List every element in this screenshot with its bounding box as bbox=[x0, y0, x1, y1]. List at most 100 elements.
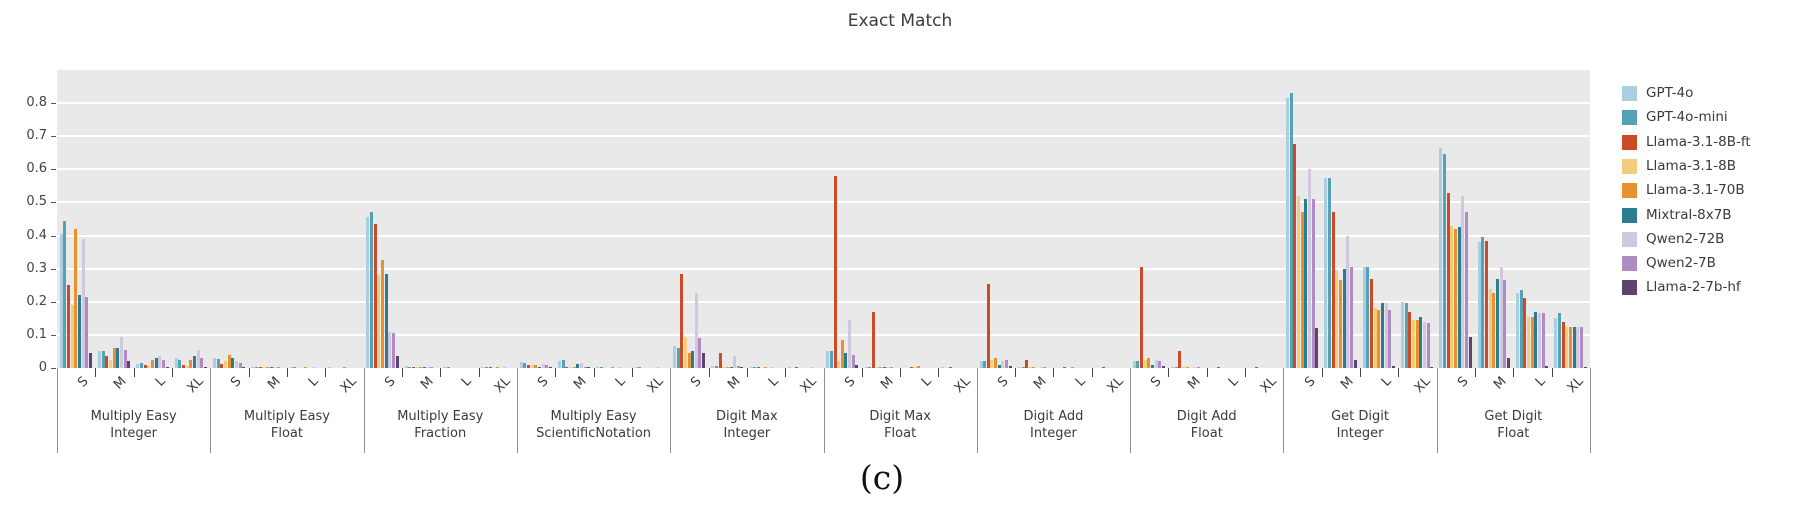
bar-Llama-3.1-8B bbox=[109, 360, 112, 368]
bar-GPT-4o-mini bbox=[1174, 367, 1178, 368]
bar-Llama-3.1-8B-ft bbox=[910, 367, 914, 368]
bar-Qwen2-72B bbox=[1499, 267, 1503, 368]
bar-Llama-3.1-8B-ft bbox=[1331, 212, 1335, 368]
bar-GPT-4o bbox=[328, 367, 331, 368]
bar-Llama-2-7b-hf bbox=[1162, 366, 1166, 368]
bar-Mixtral-8x7B bbox=[844, 353, 848, 368]
bar-Llama-3.1-8B-ft bbox=[373, 224, 377, 368]
bar-Llama-3.1-70B bbox=[879, 367, 883, 368]
bar-Qwen2-7B bbox=[1464, 212, 1468, 368]
bar-Mixtral-8x7B bbox=[576, 364, 580, 368]
x-size-label: L bbox=[612, 374, 629, 390]
x-size-label: M bbox=[418, 374, 437, 393]
group-separator bbox=[210, 368, 212, 453]
x-minor-tick bbox=[1206, 368, 1208, 377]
x-minor-tick bbox=[95, 368, 97, 377]
x-size-label: M bbox=[571, 374, 590, 393]
bar-Llama-3.1-70B bbox=[419, 367, 423, 368]
bar-Qwen2-72B bbox=[579, 363, 583, 368]
bar-Llama-2-7b-hf bbox=[740, 367, 744, 368]
x-size-label: S bbox=[995, 374, 1012, 391]
group-label: Multiply Easy ScientificNotation bbox=[536, 408, 651, 442]
x-size-label: XL bbox=[1104, 374, 1127, 397]
legend-label: GPT-4o bbox=[1646, 85, 1694, 101]
x-size-label: S bbox=[381, 374, 399, 391]
bar-Llama-2-7b-hf bbox=[855, 365, 859, 368]
bar-GPT-4o bbox=[749, 367, 753, 368]
chart-title: Exact Match bbox=[847, 11, 953, 31]
bar-Llama-3.1-8B-ft bbox=[986, 284, 990, 368]
bar-Llama-3.1-70B bbox=[1300, 212, 1304, 368]
group-label: Get Digit Integer bbox=[1331, 408, 1389, 442]
bar-Llama-3.1-8B bbox=[1182, 367, 1186, 368]
bar-GPT-4o bbox=[826, 351, 830, 368]
bar-Llama-3.1-8B bbox=[875, 367, 879, 368]
bar-GPT-4o bbox=[787, 367, 791, 368]
bar-Llama-3.1-70B bbox=[1070, 367, 1074, 368]
bar-Llama-2-7b-hf bbox=[1545, 366, 1549, 368]
bar-GPT-4o bbox=[1554, 318, 1558, 368]
bar-Llama-3.1-70B bbox=[1032, 367, 1036, 368]
bar-Llama-3.1-8B bbox=[568, 367, 572, 368]
bar-GPT-4o bbox=[442, 367, 446, 368]
bar-Llama-3.1-8B bbox=[913, 367, 917, 368]
bar-Llama-3.1-70B bbox=[1415, 320, 1419, 368]
group-separator bbox=[57, 368, 58, 453]
bar-Llama-3.1-70B bbox=[1147, 358, 1151, 368]
bar-Qwen2-7B bbox=[1426, 323, 1430, 368]
bar-Mixtral-8x7B bbox=[154, 358, 158, 368]
bar-Llama-3.1-70B bbox=[917, 366, 921, 368]
bar-Llama-3.1-8B bbox=[70, 305, 74, 368]
bar-Llama-3.1-8B bbox=[1450, 226, 1454, 368]
bar-Qwen2-72B bbox=[426, 367, 430, 368]
bar-Llama-3.1-8B-ft bbox=[1216, 367, 1220, 368]
group-label: Digit Max Float bbox=[869, 408, 931, 442]
bar-Llama-2-7b-hf bbox=[1391, 366, 1395, 368]
bar-Llama-3.1-8B-ft bbox=[1178, 351, 1182, 368]
bar-GPT-4o-mini bbox=[1519, 290, 1523, 368]
x-size-label: XL bbox=[1411, 374, 1434, 397]
x-minor-tick bbox=[286, 368, 288, 377]
bar-Mixtral-8x7B bbox=[231, 358, 235, 368]
bar-Mixtral-8x7B bbox=[729, 367, 733, 368]
bar-Llama-2-7b-hf bbox=[127, 361, 131, 368]
bar-Qwen2-72B bbox=[541, 364, 545, 368]
group-separator bbox=[1436, 368, 1438, 453]
bar-GPT-4o bbox=[672, 346, 676, 368]
legend-label: Llama-3.1-70B bbox=[1646, 182, 1745, 199]
bar-GPT-4o-mini bbox=[753, 367, 757, 368]
legend-swatch-icon bbox=[1622, 134, 1637, 150]
bar-Llama-2-7b-hf bbox=[1008, 366, 1012, 368]
bar-Llama-3.1-8B bbox=[415, 367, 419, 368]
x-minor-tick bbox=[1360, 368, 1362, 377]
bar-Llama-3.1-70B bbox=[1530, 317, 1534, 368]
bar-Mixtral-8x7B bbox=[192, 356, 196, 368]
bar-Qwen2-7B bbox=[123, 350, 127, 368]
bar-Qwen2-7B bbox=[430, 367, 434, 368]
bar-Llama-3.1-70B bbox=[227, 355, 231, 368]
bar-Qwen2-7B bbox=[736, 366, 740, 368]
y-tick-mark bbox=[51, 301, 56, 303]
bar-Llama-3.1-8B bbox=[1412, 320, 1416, 368]
bar-Llama-3.1-8B-ft bbox=[258, 367, 262, 368]
bar-Llama-3.1-70B bbox=[189, 360, 193, 368]
bar-GPT-4o bbox=[213, 358, 217, 368]
x-size-label: S bbox=[1301, 374, 1319, 391]
bar-Qwen2-7B bbox=[391, 333, 395, 368]
bar-Qwen2-7B bbox=[851, 355, 855, 368]
bar-Qwen2-72B bbox=[886, 367, 890, 368]
x-minor-tick bbox=[631, 368, 633, 377]
bar-Mixtral-8x7B bbox=[1381, 303, 1385, 368]
bar-Llama-3.1-8B bbox=[1297, 196, 1301, 368]
x-minor-tick bbox=[401, 368, 403, 377]
bar-Llama-2-7b-hf bbox=[587, 367, 591, 368]
bar-Qwen2-72B bbox=[1461, 196, 1465, 368]
bar-Qwen2-72B bbox=[771, 367, 775, 368]
y-tick-label: 0.8 bbox=[26, 95, 47, 111]
bar-Llama-3.1-8B-ft bbox=[756, 367, 760, 368]
bar-Qwen2-7B bbox=[276, 367, 280, 368]
group-label-line2: Float bbox=[1190, 426, 1223, 441]
bar-Qwen2-72B bbox=[1001, 361, 1005, 368]
x-size-label: L bbox=[1532, 374, 1549, 390]
bar-Llama-3.1-8B-ft bbox=[1485, 241, 1489, 368]
